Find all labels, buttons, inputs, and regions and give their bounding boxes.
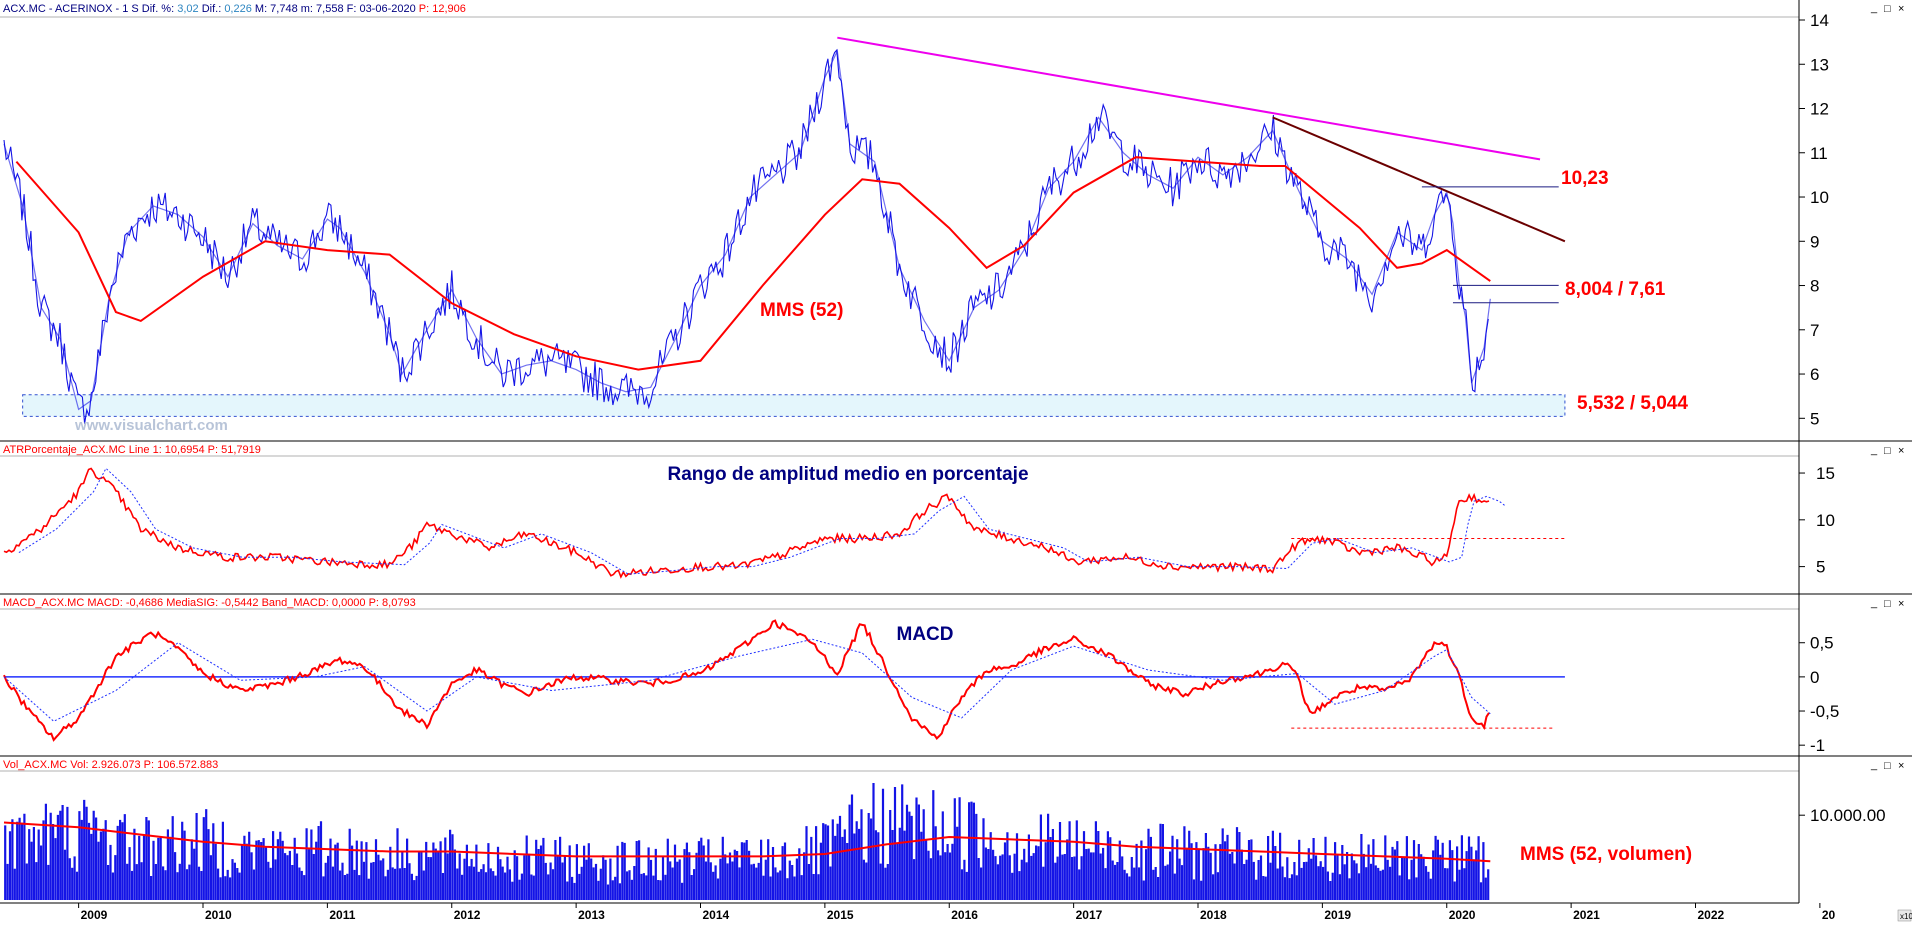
y-tick-label: 14 [1810,11,1829,30]
y-tick-label: 10.000.00 [1810,806,1886,825]
y-tick-label: 10 [1816,511,1835,530]
corner-scale-label: x10 [1900,912,1912,921]
atr-panel: ATRPorcentaje_ACX.MC Line 1: 10,6954 P: … [0,440,1912,579]
macd-panel: MACD_ACX.MC MACD: -0,4686 MediaSIG: -0,5… [0,593,1912,755]
macd-plot [3,619,1565,742]
volume-plot [3,783,1491,900]
volume-mms-label: MMS (52, volumen) [1520,844,1692,865]
y-tick-label: 0,5 [1810,634,1834,653]
x-tick-label: 2019 [1324,908,1351,922]
x-tick-label: 2010 [205,908,232,922]
atr-plot [3,467,1565,579]
macd-signal-line [3,638,1491,722]
header-part: P: 12,906 [419,3,466,15]
x-tick-label: 2011 [329,908,355,922]
y-tick-label: 10 [1810,188,1829,207]
price-plot [3,36,1566,424]
window-buttons: _ □ × _ □ × _ □ × _ □ × [1870,2,1904,772]
y-tick-label: 0 [1810,668,1819,687]
atr-y-axis: 15 10 5 [1799,464,1835,577]
volume-panel: Vol_ACX.MC Vol: 2.926.073 P: 106.572.883… [0,755,1912,900]
close-icon[interactable]: × [1898,598,1904,610]
volume-panel-header: Vol_ACX.MC Vol: 2.926.073 P: 106.572.883 [3,759,218,771]
support-zone [22,394,1566,417]
x-tick-label: 2017 [1076,908,1103,922]
minimize-icon[interactable]: _ [1870,597,1878,609]
y-tick-label: 5 [1816,558,1825,577]
close-icon[interactable]: × [1898,760,1904,772]
y-tick-label: -0,5 [1810,702,1839,721]
atr-line [3,467,1490,579]
price-trend-line [3,48,1491,411]
atr-title: Rango de amplitud medio en porcentaje [667,464,1028,485]
volume-y-axis: 10.000.00 [1799,806,1886,825]
price-panel: ACX.MC - ACERINOX - 1 S Dif. %: 3,02 Dif… [0,0,1829,434]
x-tick-label: 2014 [703,908,730,922]
downtrend-line [837,36,1541,161]
macd-title: MACD [897,624,954,645]
y-tick-label: 9 [1810,232,1819,251]
macd-panel-header: MACD_ACX.MC MACD: -0,4686 MediaSIG: -0,5… [3,597,416,609]
price-panel-header: ACX.MC - ACERINOX - 1 S Dif. %: 3,02 Dif… [3,3,466,15]
minimize-icon[interactable]: _ [1870,444,1878,456]
minimize-icon[interactable]: _ [1870,759,1878,771]
downtrend-line-2 [1272,116,1566,243]
support-label: 5,532 / 5,044 [1577,393,1688,414]
restore-icon[interactable]: □ [1884,760,1891,772]
header-part: 1 S Dif. %: [122,3,177,15]
y-tick-label: -1 [1810,736,1825,755]
y-tick-label: 8 [1810,277,1819,296]
y-tick-label: 5 [1810,409,1819,428]
header-part: 0,226 [224,3,252,15]
x-tick-label: 2022 [1698,908,1725,922]
macd-y-axis: 0,5 0 -0,5 -1 [1799,634,1839,755]
y-tick-label: 6 [1810,365,1819,384]
volume-mms-line [3,821,1491,863]
price-y-axis: 14 13 12 11 10 9 8 7 6 5 [1799,11,1829,428]
restore-icon[interactable]: □ [1884,598,1891,610]
x-tick-label: 2016 [951,908,978,922]
x-axis: 2009 2010 2011 2012 2013 2014 2015 2016 2017 2018… [0,902,1912,922]
y-tick-label: 15 [1816,464,1835,483]
restore-icon[interactable]: □ [1884,445,1891,457]
mms52-line [15,156,1491,371]
x-tick-label: 2009 [81,908,108,922]
atr-signal-line [18,467,1506,575]
x-tick-label: 2020 [1449,908,1476,922]
atr-panel-header: ATRPorcentaje_ACX.MC Line 1: 10,6954 P: … [3,444,261,456]
y-tick-label: 11 [1810,144,1828,163]
x-tick-label: 2013 [578,908,605,922]
y-tick-label: 13 [1810,55,1829,74]
watermark: www.visualchart.com [74,417,228,434]
restore-icon[interactable]: □ [1884,3,1891,15]
header-part: M: 7,748 m: 7,558 F: 03-06-2020 [252,3,419,15]
header-part: Dif.: [199,3,225,15]
close-icon[interactable]: × [1898,3,1904,15]
x-tick-label: 2015 [827,908,854,922]
mid-level-label: 8,004 / 7,61 [1565,279,1666,300]
resistance-label: 10,23 [1561,168,1609,189]
header-part: 3,02 [177,3,198,15]
header-part: ACX.MC - ACERINOX - [3,3,122,15]
y-tick-label: 7 [1810,321,1819,340]
x-tick-label: 2021 [1573,908,1600,922]
minimize-icon[interactable]: _ [1870,2,1878,14]
mms-label: MMS (52) [760,300,843,321]
price-line [3,48,1489,424]
y-tick-label: 12 [1810,100,1829,119]
x-tick-label: 20 [1822,908,1836,922]
macd-line [3,619,1490,742]
close-icon[interactable]: × [1898,445,1904,457]
x-tick-label: 2012 [454,908,481,922]
x-tick-label: 2018 [1200,908,1227,922]
